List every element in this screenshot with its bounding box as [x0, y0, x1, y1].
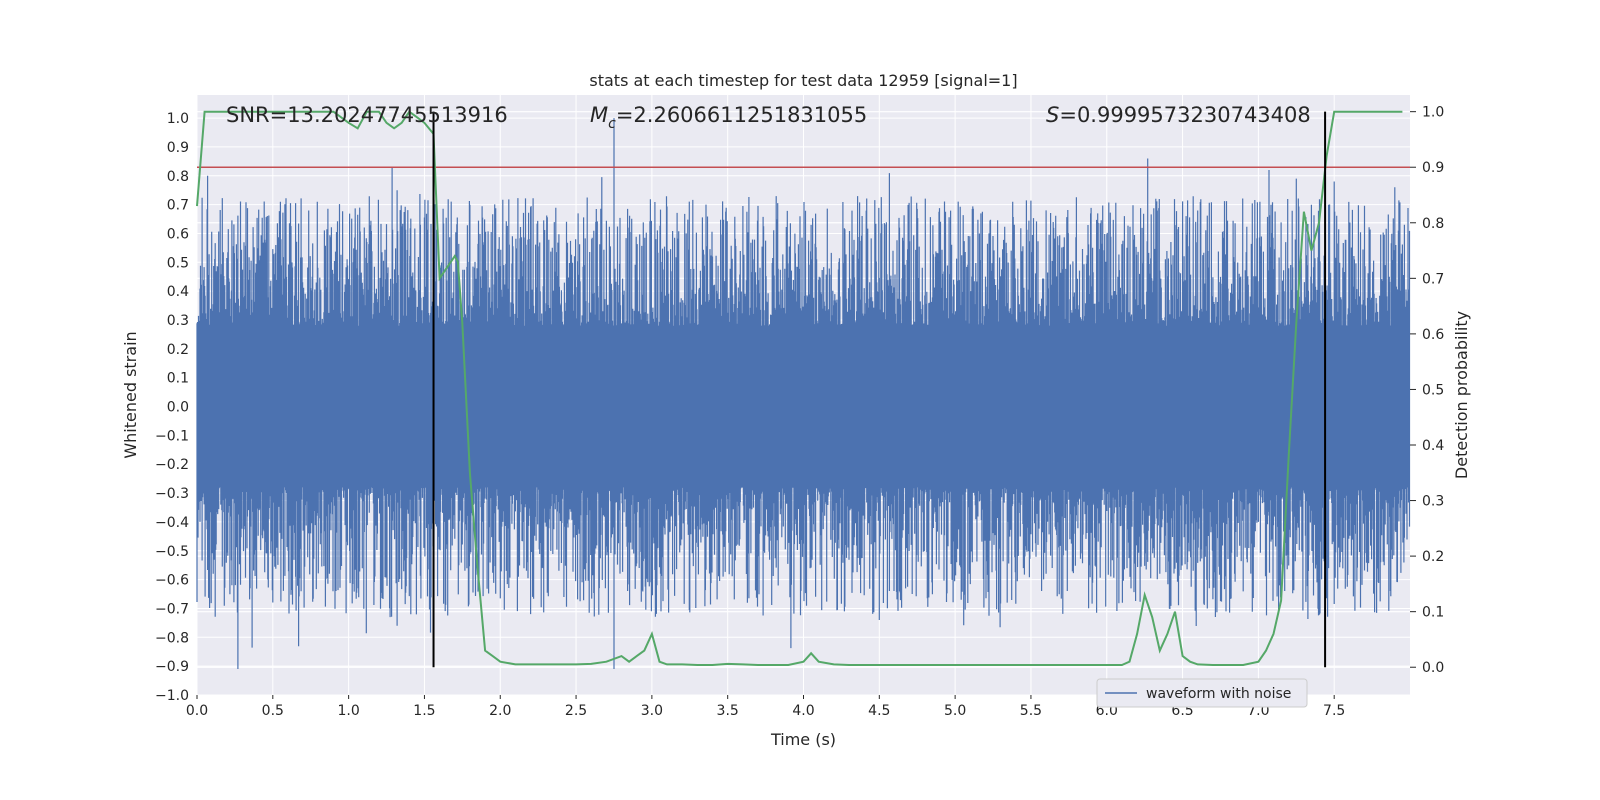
s-symbol: S: [1046, 103, 1059, 127]
y-left-tick-label: −0.2: [155, 457, 189, 473]
x-tick-label: 1.5: [413, 703, 435, 719]
legend: waveform with noise: [1096, 678, 1308, 708]
x-tick-label: 3.0: [641, 703, 663, 719]
y-left-tick-label: −0.4: [155, 515, 189, 531]
score-annotation: S=0.9999573230743408: [1046, 103, 1311, 127]
y-left-tick-label: 0.3: [167, 313, 189, 329]
mc-value: =2.2606611251831055: [616, 103, 867, 127]
y-left-tick-label: −0.6: [155, 573, 189, 589]
legend-box: [1096, 678, 1308, 708]
mc-symbol: M: [590, 103, 608, 127]
y-right-tick-label: 0.6: [1422, 327, 1444, 343]
y-axis-left-label: Whitened strain: [121, 331, 140, 458]
y-left-tick-label: 0.8: [167, 169, 189, 185]
chart-title: stats at each timestep for test data 129…: [589, 71, 1017, 90]
y-left-tick-label: −0.1: [155, 428, 189, 444]
x-tick-label: 4.5: [868, 703, 890, 719]
y-right-tick-label: 0.1: [1422, 605, 1444, 621]
y-right-tick-label: 0.0: [1422, 660, 1444, 676]
x-tick-label: 5.0: [944, 703, 966, 719]
y-right-tick-label: 0.3: [1422, 494, 1444, 510]
x-tick-label: 3.5: [717, 703, 739, 719]
y-left-tick-label: 0.0: [167, 400, 189, 416]
probability-line: [196, 110, 1403, 666]
x-tick-label: 1.0: [337, 703, 359, 719]
y-left-tick-label: 0.5: [167, 255, 189, 271]
y-left-tick-label: −0.8: [155, 630, 189, 646]
y-left-tick-label: −0.3: [155, 486, 189, 502]
x-tick-label: 2.5: [565, 703, 587, 719]
x-axis-label: Time (s): [770, 730, 836, 749]
y-axis-right-label: Detection probability: [1452, 311, 1471, 479]
y-left-tick-label: −0.5: [155, 544, 189, 560]
s-value: =0.9999573230743408: [1059, 103, 1310, 127]
x-tick-label: 0.0: [186, 703, 208, 719]
y-left-tick-label: −0.9: [155, 659, 189, 675]
y-left-tick-label: 0.9: [167, 140, 189, 156]
x-tick-label: 0.5: [262, 703, 284, 719]
y-left-tick-label: −1.0: [155, 688, 189, 704]
y-left-tick-label: 0.4: [167, 284, 189, 300]
x-tick-label: 7.5: [1323, 703, 1345, 719]
y-left-tick-label: 1.0: [167, 111, 189, 127]
window-markers: [432, 111, 1327, 668]
axes: 0.0 0.5 1.0 1.5 2.0 2.5 3.0 3.5 4.0 4.5 5.0 5.5 6.0 6…: [155, 105, 1444, 719]
y-right-tick-label: 0.7: [1422, 271, 1444, 287]
y-right-tick-label: 1.0: [1422, 105, 1444, 121]
y-left-tick-label: 0.7: [167, 198, 189, 214]
y-left-tick-label: 0.1: [167, 371, 189, 387]
legend-entry-waveform: waveform with noise: [1146, 686, 1291, 702]
y-left-tick-label: −0.7: [155, 601, 189, 617]
waveform-series: [196, 118, 1411, 669]
x-tick-label: 5.5: [1020, 703, 1042, 719]
waveform-line: [196, 118, 1411, 669]
probability-series: [196, 110, 1403, 666]
x-tick-label: 2.0: [489, 703, 511, 719]
y-left-tick-label: 0.2: [167, 342, 189, 358]
x-tick-label: 4.0: [792, 703, 814, 719]
y-right-tick-label: 0.8: [1422, 216, 1444, 232]
chirp-mass-annotation: Mc=2.2606611251831055: [590, 103, 867, 132]
y-right-tick-label: 0.5: [1422, 382, 1444, 398]
y-right-tick-label: 0.2: [1422, 549, 1444, 565]
y-right-tick-label: 0.9: [1422, 160, 1444, 176]
y-right-tick-label: 0.4: [1422, 438, 1444, 454]
snr-annotation: SNR=13.20247745513916: [226, 103, 508, 127]
y-left-tick-label: 0.6: [167, 226, 189, 242]
mc-subscript: c: [608, 116, 616, 132]
